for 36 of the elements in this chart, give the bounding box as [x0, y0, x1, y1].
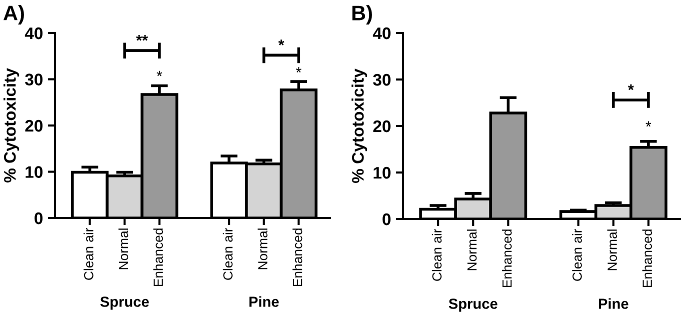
x-tick-label: Clean air [572, 228, 582, 281]
y-axis-title: % Cytotoxicity [352, 68, 368, 183]
x-tick-label: Clean air [84, 228, 94, 280]
y-tick-label: 0 [34, 212, 43, 224]
annotation: * [156, 70, 162, 76]
annotation: * [646, 121, 652, 127]
text: Pine [249, 296, 279, 307]
y-tick-label: 40 [24, 27, 43, 40]
y-tick-label: 10 [374, 166, 391, 179]
x-tick-label: Enhanced [292, 228, 302, 286]
y-tick-label: 10 [26, 166, 43, 178]
y-tick-label: 30 [373, 74, 391, 86]
annotation: * [628, 84, 634, 90]
chart-title: B) [352, 5, 372, 25]
x-tick-label: Normal [607, 230, 617, 270]
text: Spruce [448, 298, 498, 312]
y-tick-label: 20 [373, 120, 391, 132]
x-tick-label: Enhanced [502, 230, 512, 288]
x-tick-label: Enhanced [153, 228, 163, 286]
x-tick-label: Clean air [222, 228, 233, 280]
x-tick-label: Clean air [432, 228, 442, 281]
y-tick-label: 20 [25, 120, 43, 132]
y-tick-label: 40 [372, 27, 391, 40]
y-axis-title: % Cytotoxicity [4, 68, 20, 182]
x-tick-label: Normal [258, 228, 268, 270]
text: Spruce [100, 296, 149, 310]
chart-title: A) [4, 5, 24, 24]
y-tick-label: 0 [382, 213, 391, 226]
annotation: * [278, 40, 284, 46]
annotation: ** [136, 35, 148, 41]
x-tick-label: Enhanced [642, 230, 652, 288]
annotation: * [296, 67, 302, 73]
y-tick-label: 30 [25, 74, 43, 86]
x-tick-label: Normal [466, 230, 477, 270]
text: Pine [598, 298, 628, 309]
x-tick-label: Normal [118, 228, 128, 270]
